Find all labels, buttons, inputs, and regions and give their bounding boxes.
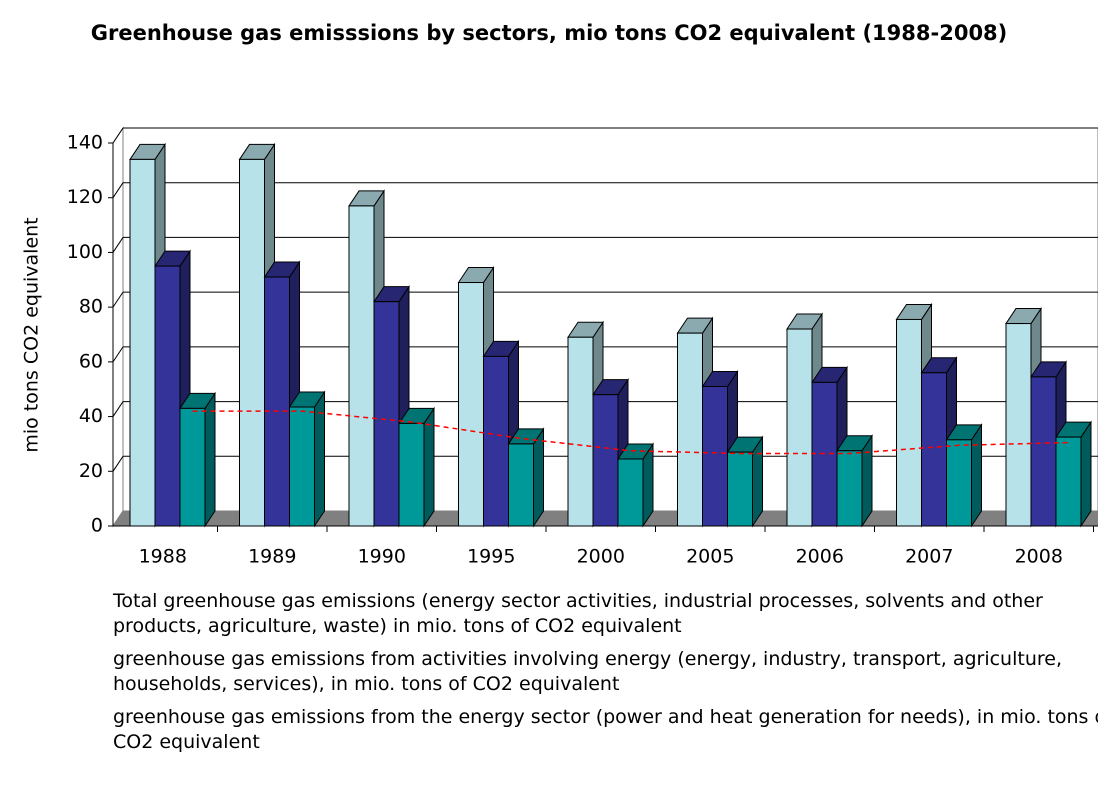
- bar-front: [617, 458, 644, 527]
- bar: [1055, 420, 1092, 528]
- legend-entry: greenhouse gas emissions from the energy…: [113, 706, 1098, 753]
- side-wall: [112, 126, 124, 528]
- bar-front: [896, 318, 922, 527]
- y-tick-label: 0: [91, 515, 103, 537]
- bar-front: [264, 276, 290, 527]
- bar: [895, 302, 933, 528]
- bar: [507, 427, 545, 528]
- bar-front: [289, 406, 315, 527]
- bar-front: [154, 265, 181, 527]
- y-tick-label: 20: [79, 460, 103, 482]
- bar-front: [398, 422, 425, 527]
- y-tick-label: 100: [67, 241, 103, 263]
- grid-line: [112, 127, 124, 144]
- legend: Total greenhouse gas emissions (energy s…: [113, 589, 1098, 763]
- bar-front: [921, 372, 947, 527]
- bar: [398, 406, 435, 528]
- bar: [129, 142, 166, 528]
- bar: [617, 442, 654, 528]
- bar-front: [946, 439, 972, 527]
- x-tick-label: 1988: [139, 546, 187, 568]
- bar-side: [533, 427, 544, 528]
- bar-front: [592, 394, 619, 527]
- bar-front: [129, 158, 156, 527]
- grid-line: [112, 456, 124, 472]
- bar: [726, 435, 764, 528]
- bar-side: [1080, 420, 1092, 528]
- bar-front: [836, 450, 863, 527]
- bar: [263, 260, 301, 528]
- x-tick-label: 2008: [1015, 546, 1063, 568]
- x-tick-label: 1995: [467, 546, 515, 568]
- bar-front: [348, 205, 375, 527]
- x-tick-label: 2005: [686, 546, 734, 568]
- bar-front: [567, 336, 594, 527]
- bar-front: [373, 301, 400, 527]
- bar-front: [1005, 323, 1032, 527]
- bar-side: [204, 391, 216, 528]
- chart: mio tons CO2 equivalent 0 20 40 60 80 100 120 1…: [21, 126, 1098, 568]
- bar-front: [179, 407, 206, 527]
- y-tick-label: 120: [67, 186, 103, 208]
- bar-front: [786, 328, 813, 527]
- bar-side: [971, 423, 982, 528]
- grid-line: [112, 346, 124, 363]
- x-tick-label: 2006: [796, 546, 844, 568]
- bar-front: [702, 385, 728, 527]
- bar-front: [1030, 376, 1057, 527]
- grid-line: [112, 182, 124, 198]
- y-tick-label: 80: [79, 296, 103, 318]
- bar: [945, 423, 983, 528]
- bar-front: [483, 355, 509, 527]
- legend-entry: Total greenhouse gas emissions (energy s…: [113, 590, 1043, 637]
- bar-front: [508, 443, 534, 527]
- y-tick-label: 60: [79, 350, 103, 372]
- bar: [288, 390, 326, 528]
- bar: [179, 391, 216, 528]
- trendline: [192, 410, 1069, 455]
- x-tick-label: 1990: [358, 546, 406, 568]
- x-tick-label: 2007: [905, 546, 953, 568]
- legend-entry: greenhouse gas emissions from activities…: [113, 648, 1062, 695]
- bar: [373, 285, 410, 528]
- bar-front: [727, 451, 753, 527]
- y-tick-label: 140: [67, 132, 103, 154]
- x-tick-label: 1989: [248, 546, 296, 568]
- grid-line: [112, 237, 124, 253]
- bar-side: [423, 406, 435, 528]
- bar-front: [1055, 436, 1082, 527]
- chart-title: Greenhouse gas emisssions by sectors, mi…: [90, 21, 1008, 45]
- bar-front: [239, 158, 265, 527]
- bar-front: [677, 332, 703, 527]
- grid-line: [112, 291, 124, 308]
- grid-line: [112, 401, 124, 417]
- bar-front: [458, 282, 484, 527]
- x-tick-label: 2000: [577, 546, 625, 568]
- bar: [836, 434, 873, 528]
- y-axis-label: mio tons CO2 equivalent: [21, 217, 43, 452]
- y-tick-label: 40: [79, 405, 103, 427]
